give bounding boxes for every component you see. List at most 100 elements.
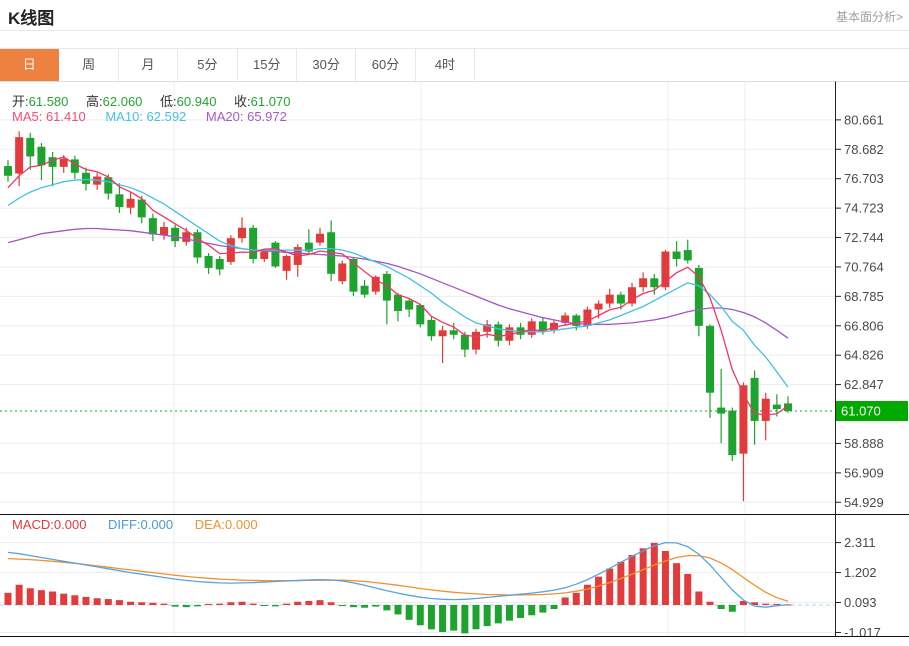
macd-bar [695, 591, 703, 605]
macd-axis-label: -1.017 [844, 625, 881, 640]
tab-month[interactable]: 月 [118, 49, 179, 81]
candle-body [538, 321, 547, 331]
macd-bar [249, 603, 257, 605]
macd-axis-label: 0.093 [844, 595, 877, 610]
candle-body [316, 233, 325, 243]
macd-bar [316, 600, 324, 605]
macd-bar [394, 605, 402, 615]
macd-bar [37, 590, 45, 605]
macd-bar [26, 588, 34, 605]
macd-bar [71, 595, 79, 605]
price-axis-label: 68.785 [844, 289, 884, 304]
ohlc-legend: 开:61.580 高:62.060 低:60.940 收:61.070 [12, 91, 304, 110]
candle-body [338, 263, 347, 282]
open-value: 61.580 [28, 94, 69, 109]
candle-body [594, 303, 603, 310]
candle-body [82, 172, 91, 184]
macd-bar [606, 568, 614, 605]
macd-bar [405, 605, 413, 620]
tab-15min[interactable]: 15分 [237, 49, 297, 81]
macd-bar [193, 605, 201, 607]
header-divider [0, 30, 909, 31]
kline-chart-canvas[interactable]: 80.661 78.682 76.703 74.723 72.744 70.764 68.7… [0, 81, 909, 646]
period-tabbar: 日 周 月 5分 15分 30分 60分 4时 [0, 48, 909, 82]
macd-bar [104, 599, 112, 605]
macd-bar [372, 605, 380, 607]
price-axis-label: 54.929 [844, 495, 884, 510]
candle-body [70, 159, 79, 173]
macd-bar [450, 605, 458, 631]
candle-body [360, 285, 369, 295]
macd-bar [539, 605, 547, 613]
candle-body [15, 137, 24, 174]
price-axis-label: 56.909 [844, 465, 884, 480]
candle-body [483, 324, 492, 332]
macd-bar [427, 605, 435, 630]
macd-bar [517, 605, 525, 618]
candle-body [416, 305, 425, 325]
candle-body [126, 198, 135, 208]
candle-body [572, 315, 581, 326]
macd-bar [528, 605, 536, 616]
tab-day[interactable]: 日 [0, 49, 60, 81]
macd-bar [294, 601, 302, 605]
candle-body [182, 232, 191, 242]
candle-body [48, 157, 57, 167]
candle-body [616, 294, 625, 304]
candle-body [115, 194, 124, 207]
tab-30min[interactable]: 30分 [296, 49, 357, 81]
price-axis-label: 66.806 [844, 318, 884, 333]
macd-axis-label: 1.202 [844, 565, 877, 580]
candle-body [427, 319, 436, 337]
price-axis-label: 64.826 [844, 348, 884, 363]
macd-bar [49, 591, 57, 605]
candle-body [772, 404, 781, 410]
macd-bar [227, 602, 235, 605]
macd-bar [483, 605, 491, 627]
candle-body [160, 227, 169, 236]
candle-body [304, 242, 313, 252]
high-value: 62.060 [102, 94, 143, 109]
candle-body [238, 227, 247, 239]
macd-bar [182, 605, 190, 608]
macd-bar [595, 576, 603, 605]
macd-bar [505, 605, 513, 621]
tab-60min[interactable]: 60分 [356, 49, 416, 81]
candle-body [37, 146, 46, 166]
macd-bar [260, 605, 268, 606]
diff-value: DIFF:0.000 [108, 517, 174, 532]
candle-body [204, 256, 213, 268]
high-label: 高: [86, 94, 103, 109]
macd-bar [739, 600, 747, 605]
macd-bar [160, 603, 168, 605]
fundamental-analysis-link[interactable]: 基本面分析> [835, 10, 903, 24]
macd-value: MACD:0.000 [12, 517, 87, 532]
tab-week[interactable]: 周 [59, 49, 119, 81]
ma-legend: MA5: 61.410 MA10: 62.592 MA20: 65.972 [12, 109, 287, 124]
candle-body [26, 137, 35, 157]
data-layer [4, 131, 793, 634]
candle-body [784, 403, 793, 411]
macd-axis-label: 2.311 [844, 535, 876, 550]
candle-body [739, 385, 748, 454]
macd-bar [327, 602, 335, 605]
candle-body [137, 199, 146, 218]
macd-bar [115, 600, 123, 605]
candle-body [438, 330, 447, 337]
macd-bar [494, 605, 502, 624]
macd-bar [60, 593, 68, 605]
candle-body [650, 278, 659, 288]
macd-legend: MACD:0.000 DIFF:0.000 DEA:0.000 [12, 517, 258, 532]
tab-4hour[interactable]: 4时 [415, 49, 476, 81]
close-label: 收: [234, 94, 251, 109]
ma20-line [7, 227, 789, 339]
candle-body [605, 294, 614, 304]
macd-bar [673, 563, 681, 605]
tab-5min[interactable]: 5分 [178, 49, 238, 81]
macd-bar [751, 602, 759, 605]
axis-layer: 80.661 78.682 76.703 74.723 72.744 70.764 68.7… [0, 81, 909, 640]
macd-bar [271, 605, 279, 607]
candle-body [394, 294, 403, 311]
macd-bar [706, 601, 714, 605]
